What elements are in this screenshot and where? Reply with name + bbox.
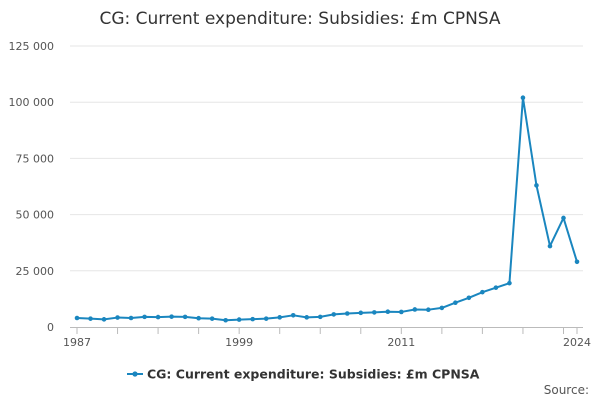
data-point[interactable]: [88, 316, 93, 321]
data-point[interactable]: [493, 285, 499, 290]
data-point[interactable]: [115, 315, 120, 320]
data-point[interactable]: [101, 317, 107, 322]
legend[interactable]: CG: Current expenditure: Subsidies: £m C…: [127, 367, 480, 382]
data-point[interactable]: [547, 243, 553, 249]
data-point[interactable]: [317, 314, 323, 320]
data-point[interactable]: [561, 215, 566, 221]
data-point[interactable]: [128, 315, 134, 321]
x-tick-label: 1987: [63, 336, 91, 349]
data-point[interactable]: [74, 315, 80, 321]
data-point[interactable]: [358, 310, 364, 316]
source-label: Source:: [544, 383, 589, 397]
data-point[interactable]: [439, 305, 445, 311]
data-point[interactable]: [480, 289, 485, 295]
data-point[interactable]: [209, 316, 215, 321]
chart-title: CG: Current expenditure: Subsidies: £m C…: [99, 9, 500, 29]
data-point[interactable]: [290, 313, 296, 318]
y-tick-label: 75 000: [16, 152, 55, 165]
data-point[interactable]: [574, 259, 580, 265]
data-point[interactable]: [520, 95, 526, 101]
x-axis-ticks: 1987 1999 2011 2024: [63, 328, 591, 349]
data-point[interactable]: [277, 315, 283, 320]
y-tick-label: 50 000: [16, 209, 55, 222]
data-point[interactable]: [507, 280, 512, 286]
data-point[interactable]: [426, 307, 431, 312]
data-point[interactable]: [453, 300, 458, 306]
data-point[interactable]: [155, 314, 161, 320]
data-point[interactable]: [169, 314, 174, 319]
y-axis-tick-labels: 0 25 000 50 000 75 000 100 000 125 000: [9, 40, 55, 334]
data-point[interactable]: [142, 314, 147, 320]
data-point[interactable]: [385, 309, 391, 315]
data-point[interactable]: [466, 295, 472, 301]
x-tick-label: 2024: [563, 336, 591, 349]
data-point[interactable]: [399, 309, 404, 315]
y-tick-label: 125 000: [9, 40, 55, 53]
data-point[interactable]: [304, 315, 310, 320]
legend-label: CG: Current expenditure: Subsidies: £m C…: [147, 367, 480, 382]
y-tick-label: 25 000: [16, 265, 55, 278]
data-point[interactable]: [250, 316, 255, 322]
legend-marker-dot: [132, 371, 138, 377]
x-tick-label: 1999: [225, 336, 253, 349]
data-point[interactable]: [196, 315, 201, 321]
data-point[interactable]: [534, 183, 539, 188]
series-line: [76, 96, 578, 322]
x-tick-label: 2011: [387, 336, 415, 349]
data-point[interactable]: [331, 312, 337, 317]
data-point[interactable]: [223, 317, 228, 323]
data-point[interactable]: [236, 317, 242, 322]
data-point[interactable]: [412, 307, 418, 312]
y-tick-label: 100 000: [9, 96, 55, 109]
data-point[interactable]: [371, 310, 377, 315]
data-point[interactable]: [182, 314, 188, 320]
y-tick-label: 0: [47, 321, 54, 334]
series-group: [74, 95, 580, 323]
gridlines: [70, 45, 583, 272]
data-point[interactable]: [263, 316, 269, 321]
data-point[interactable]: [344, 311, 350, 316]
